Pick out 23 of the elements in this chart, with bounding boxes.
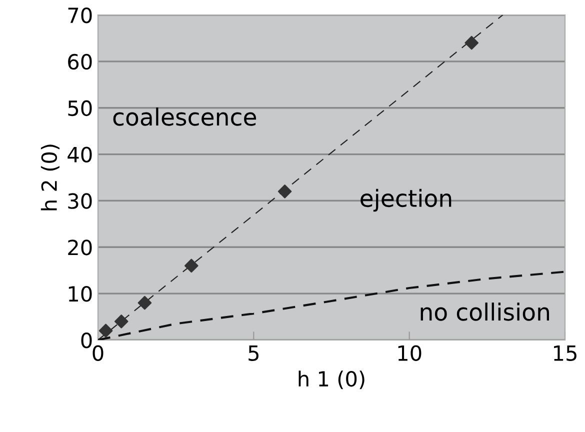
x-tick-label: 0 [92,345,104,361]
x-axis-title: h 1 (0) [298,370,364,390]
annotation: ejection [360,188,452,212]
point [464,36,479,50]
x-tick-label: 5 [248,346,258,361]
y-tick-label: 0 [81,332,92,348]
point [138,296,152,310]
y-tick-label: 40 [68,146,92,162]
y-tick-label: 60 [68,54,92,70]
point [278,184,292,198]
x-tick-label: 15 [554,346,576,361]
y-tick-label: 20 [68,240,92,256]
point [98,324,113,338]
y-tick-label: 30 [68,193,92,209]
y-tick-label: 50 [68,100,92,116]
y-tick-label: 10 [68,286,92,302]
y-axis-title: h 2 (0) [40,144,60,210]
point [184,258,198,273]
annotation: coalescence [113,108,256,126]
x-tick-label: 10 [398,345,422,361]
annotation: no collision [420,302,549,321]
y-tick-label: 70 [68,7,92,24]
point [114,314,128,328]
